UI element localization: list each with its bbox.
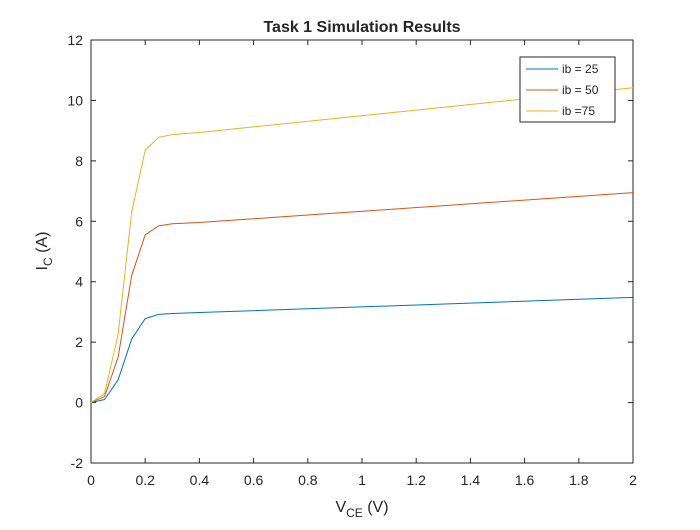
legend-label-1: ib = 25 <box>562 62 599 76</box>
y-tick-label: -2 <box>71 455 84 471</box>
series-line-1 <box>90 296 634 404</box>
x-tick-label: 1.4 <box>461 472 481 488</box>
series-line-3 <box>90 87 634 403</box>
x-tick-label: 0.4 <box>190 472 210 488</box>
x-tick-label: 1.6 <box>515 472 535 488</box>
x-tick-label: 1 <box>358 472 366 488</box>
x-tick-label: 0 <box>87 472 95 488</box>
x-tick-label: 2 <box>629 472 637 488</box>
legend-label-3: ib =75 <box>562 104 595 118</box>
y-tick-label: 12 <box>67 32 83 48</box>
y-tick-label: 8 <box>75 153 83 169</box>
y-tick-label: 0 <box>75 395 83 411</box>
y-axis-label: IC (A) <box>34 232 55 271</box>
y-tick-label: 6 <box>75 213 83 229</box>
legend-label-2: ib = 50 <box>562 83 599 97</box>
x-tick-label: 0.2 <box>135 472 155 488</box>
x-tick-label: 1.2 <box>406 472 426 488</box>
x-tick-label: 0.6 <box>244 472 264 488</box>
x-tick-label: 1.8 <box>569 472 589 488</box>
y-tick-label: 4 <box>75 274 83 290</box>
legend[interactable]: ib = 25 ib = 50 ib =75 <box>519 56 616 123</box>
x-tick-label: 0.8 <box>298 472 318 488</box>
y-tick-label: 10 <box>67 92 83 108</box>
x-axis-label: VCE (V) <box>335 499 388 520</box>
series-lines <box>90 87 634 404</box>
series-line-2 <box>90 192 634 404</box>
y-tick-label: 2 <box>75 334 83 350</box>
chart-title: Task 1 Simulation Results <box>263 19 460 36</box>
